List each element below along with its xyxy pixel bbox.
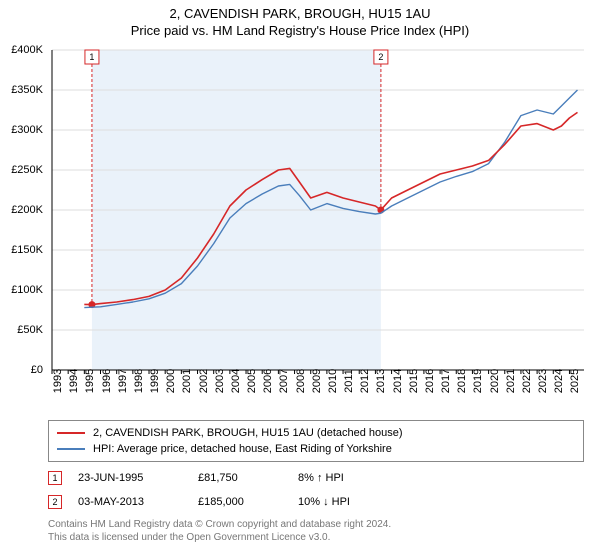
footer-line1: Contains HM Land Registry data © Crown c… xyxy=(48,518,391,531)
marker-row-2: 2 03-MAY-2013 £185,000 10% ↓ HPI xyxy=(48,490,398,514)
x-tick-label: 2020 xyxy=(489,369,501,393)
svg-text:2: 2 xyxy=(378,52,383,62)
legend-box: 2, CAVENDISH PARK, BROUGH, HU15 1AU (det… xyxy=(48,420,584,462)
y-tick-label: £0 xyxy=(31,364,43,376)
x-tick-label: 2001 xyxy=(181,369,193,393)
y-tick-label: £250K xyxy=(11,164,43,176)
marker-row-1: 1 23-JUN-1995 £81,750 8% ↑ HPI xyxy=(48,466,398,490)
marker-2-price: £185,000 xyxy=(198,496,298,508)
x-tick-label: 2013 xyxy=(375,369,387,393)
marker-badge-1-label: 1 xyxy=(52,473,57,483)
x-tick-label: 2018 xyxy=(456,369,468,393)
x-tick-label: 2010 xyxy=(327,369,339,393)
title-block: 2, CAVENDISH PARK, BROUGH, HU15 1AU Pric… xyxy=(0,0,600,38)
y-tick-label: £400K xyxy=(11,44,43,56)
x-tick-label: 2014 xyxy=(392,369,404,393)
marker-badge-2: 2 xyxy=(48,495,62,509)
y-tick-label: £150K xyxy=(11,244,43,256)
x-tick-label: 2011 xyxy=(343,369,355,393)
x-tick-label: 1999 xyxy=(149,369,161,393)
chart-area: 12 £0£50K£100K£150K£200K£250K£300K£350K£… xyxy=(48,46,588,376)
x-tick-label: 2004 xyxy=(230,369,242,393)
x-tick-label: 2021 xyxy=(505,369,517,393)
title-line1: 2, CAVENDISH PARK, BROUGH, HU15 1AU xyxy=(0,6,600,21)
chart-container: 2, CAVENDISH PARK, BROUGH, HU15 1AU Pric… xyxy=(0,0,600,560)
marker-2-pct: 10% ↓ HPI xyxy=(298,496,398,508)
x-tick-label: 1993 xyxy=(52,369,64,393)
x-tick-label: 2009 xyxy=(311,369,323,393)
legend-swatch-hpi xyxy=(57,448,85,450)
x-tick-label: 1997 xyxy=(117,369,129,393)
title-line2: Price paid vs. HM Land Registry's House … xyxy=(0,23,600,38)
footer-line2: This data is licensed under the Open Gov… xyxy=(48,531,391,544)
x-tick-label: 2006 xyxy=(262,369,274,393)
x-tick-label: 2007 xyxy=(278,369,290,393)
x-tick-label: 2022 xyxy=(521,369,533,393)
x-tick-label: 2000 xyxy=(165,369,177,393)
marker-2-date: 03-MAY-2013 xyxy=(78,496,198,508)
x-tick-label: 1998 xyxy=(133,369,145,393)
y-tick-label: £50K xyxy=(17,324,43,336)
legend-label-price-paid: 2, CAVENDISH PARK, BROUGH, HU15 1AU (det… xyxy=(93,427,403,439)
legend-row-hpi: HPI: Average price, detached house, East… xyxy=(57,441,575,457)
x-tick-label: 2024 xyxy=(553,369,565,393)
x-tick-label: 2019 xyxy=(472,369,484,393)
x-tick-label: 2025 xyxy=(569,369,581,393)
y-tick-label: £200K xyxy=(11,204,43,216)
y-tick-label: £300K xyxy=(11,124,43,136)
x-tick-label: 2023 xyxy=(537,369,549,393)
marker-1-price: £81,750 xyxy=(198,472,298,484)
x-tick-label: 2002 xyxy=(198,369,210,393)
x-tick-label: 1994 xyxy=(68,369,80,393)
y-tick-label: £100K xyxy=(11,284,43,296)
marker-1-date: 23-JUN-1995 xyxy=(78,472,198,484)
x-tick-label: 2017 xyxy=(440,369,452,393)
x-tick-label: 2016 xyxy=(424,369,436,393)
x-tick-label: 1996 xyxy=(101,369,113,393)
x-tick-label: 2008 xyxy=(295,369,307,393)
x-tick-label: 2012 xyxy=(359,369,371,393)
y-tick-label: £350K xyxy=(11,84,43,96)
x-tick-label: 2005 xyxy=(246,369,258,393)
x-tick-label: 2015 xyxy=(408,369,420,393)
x-tick-label: 2003 xyxy=(214,369,226,393)
x-tick-label: 1995 xyxy=(84,369,96,393)
marker-table: 1 23-JUN-1995 £81,750 8% ↑ HPI 2 03-MAY-… xyxy=(48,466,398,514)
svg-text:1: 1 xyxy=(89,52,94,62)
marker-badge-2-label: 2 xyxy=(52,497,57,507)
legend-swatch-price-paid xyxy=(57,432,85,434)
marker-1-pct: 8% ↑ HPI xyxy=(298,472,398,484)
legend-row-price-paid: 2, CAVENDISH PARK, BROUGH, HU15 1AU (det… xyxy=(57,425,575,441)
legend-label-hpi: HPI: Average price, detached house, East… xyxy=(93,443,392,455)
footer: Contains HM Land Registry data © Crown c… xyxy=(48,518,391,544)
marker-badge-1: 1 xyxy=(48,471,62,485)
chart-svg: 12 xyxy=(48,46,588,376)
